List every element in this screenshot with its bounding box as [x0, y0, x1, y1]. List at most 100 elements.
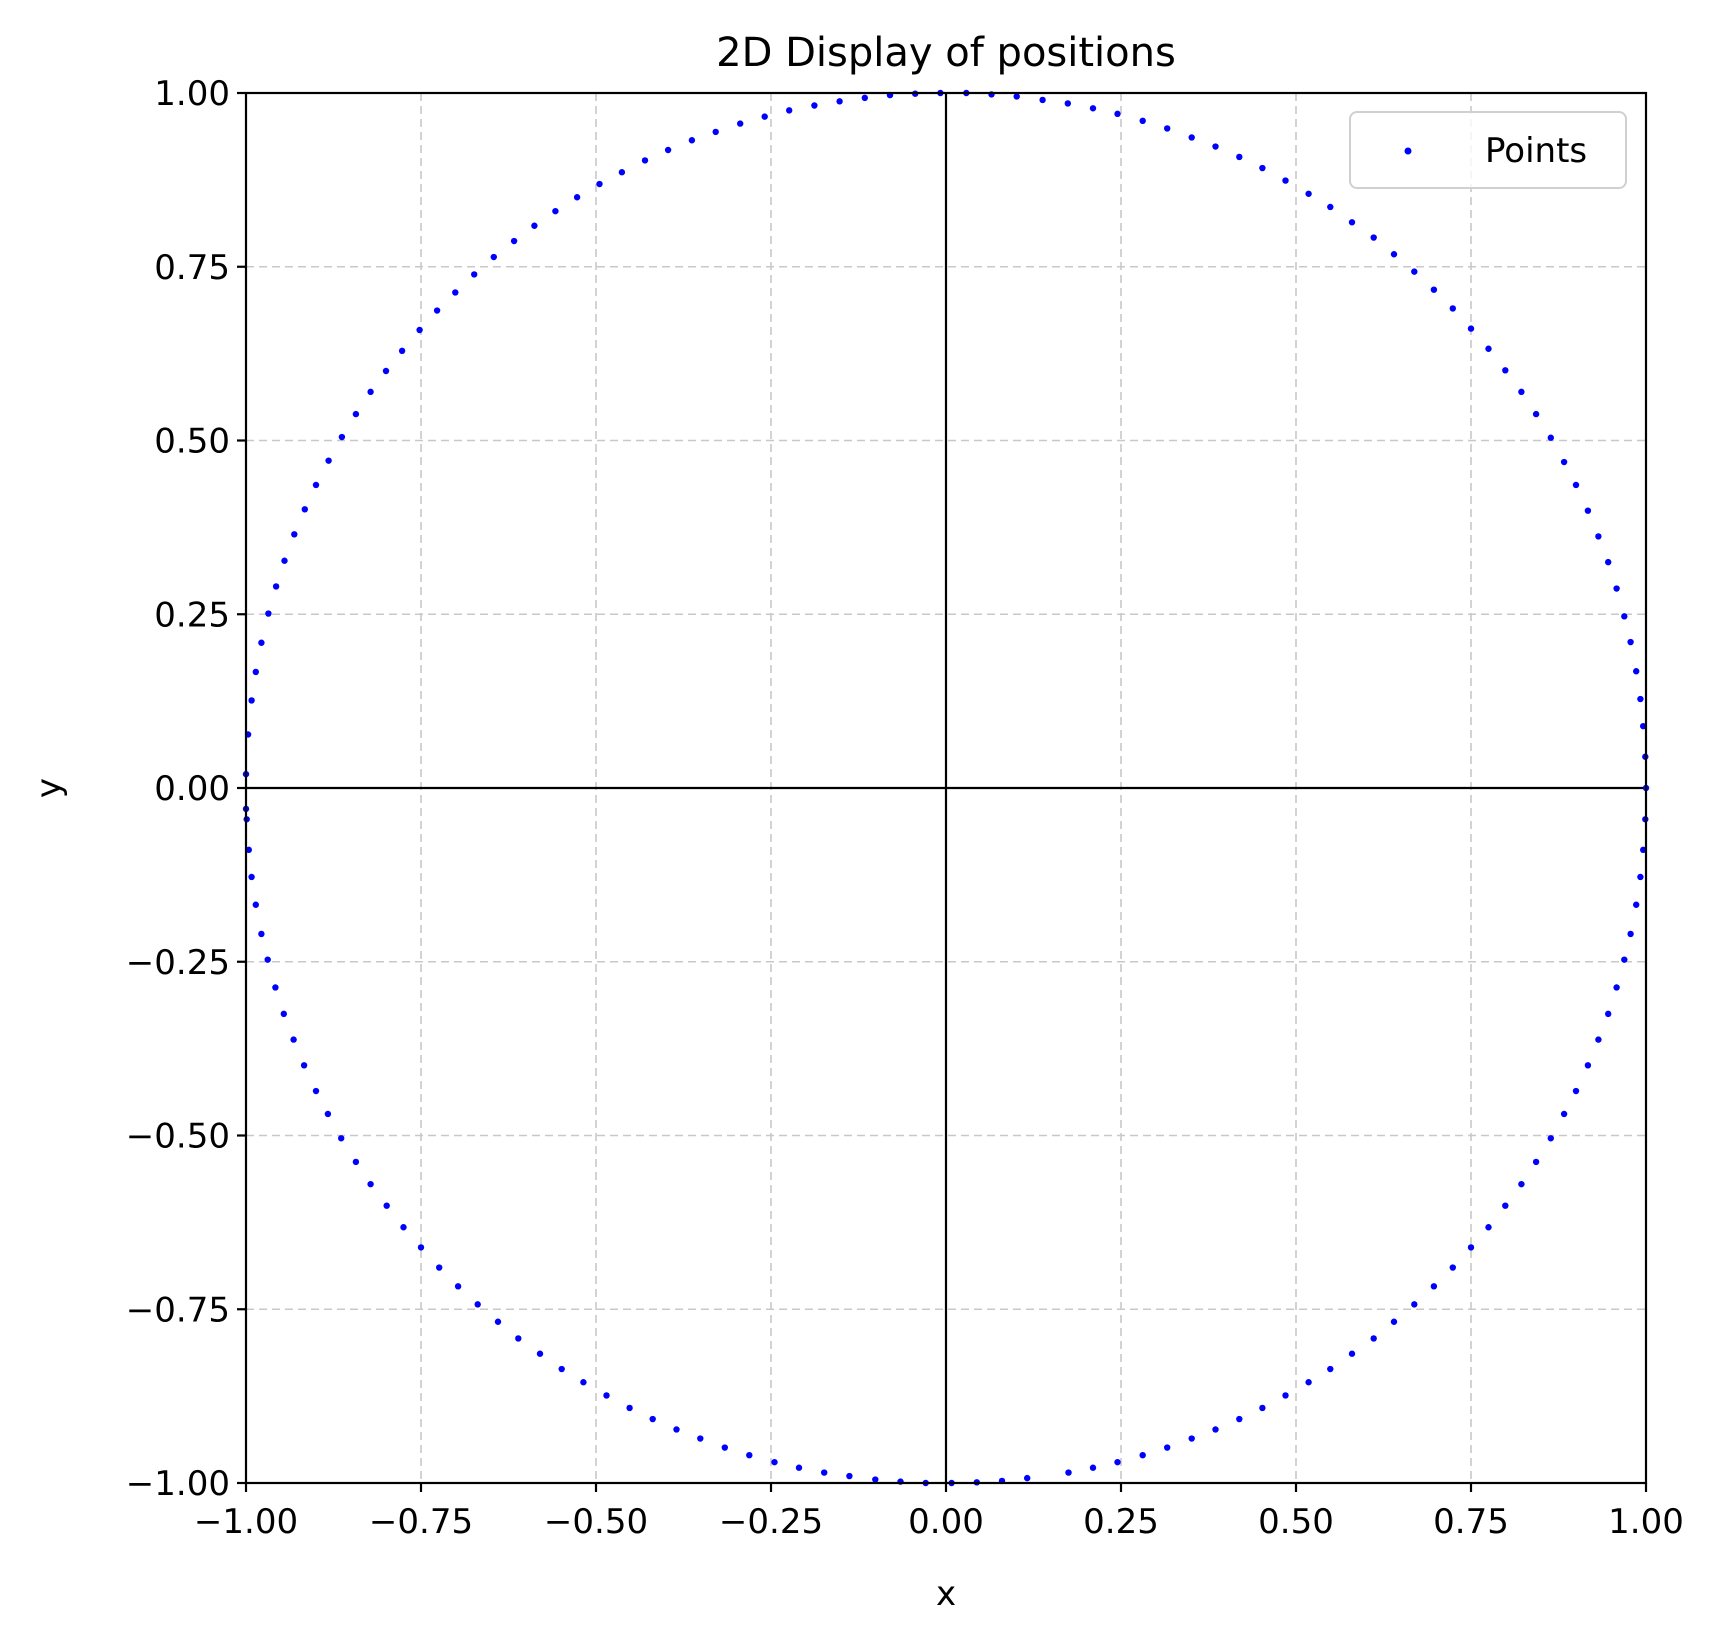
- data-point: [474, 1301, 481, 1308]
- data-point: [515, 1335, 522, 1342]
- data-point: [1532, 410, 1540, 418]
- data-point: [452, 289, 459, 296]
- data-point: [1547, 434, 1555, 441]
- data-point: [1114, 110, 1121, 118]
- data-point: [673, 1426, 680, 1433]
- y-tick-label: −1.00: [126, 1464, 230, 1504]
- data-point: [649, 1415, 656, 1423]
- x-axis-label: x: [936, 1574, 956, 1614]
- data-point: [281, 557, 288, 564]
- data-point: [367, 1180, 374, 1188]
- data-point: [1348, 219, 1356, 226]
- data-point: [1305, 1379, 1312, 1386]
- data-point: [338, 1135, 345, 1142]
- data-point: [367, 388, 374, 396]
- data-point: [1370, 1335, 1377, 1342]
- data-point: [697, 1435, 704, 1442]
- data-point: [1282, 1392, 1289, 1399]
- data-point: [603, 1392, 610, 1399]
- data-point: [786, 107, 793, 114]
- data-point: [301, 506, 308, 513]
- y-tick-label: 1.00: [154, 74, 230, 114]
- data-point: [1605, 558, 1612, 566]
- data-point: [1595, 533, 1602, 540]
- y-tick-label: −0.25: [126, 943, 230, 983]
- x-tick-label: 1.00: [1608, 1502, 1684, 1542]
- data-point: [272, 984, 279, 991]
- data-point: [1572, 481, 1580, 489]
- data-point: [1089, 105, 1097, 112]
- data-point: [252, 668, 259, 676]
- y-tick-labels: −1.00 −0.75 −0.50 −0.25 0.00 0.25 0.50 0.75 1.00: [126, 74, 230, 1504]
- data-point: [417, 1244, 425, 1251]
- data-point: [1502, 367, 1509, 374]
- y-tick-label: −0.50: [126, 1117, 230, 1157]
- data-point: [1637, 695, 1644, 703]
- data-point: [536, 1350, 544, 1357]
- data-point: [1637, 873, 1644, 881]
- data-point: [1640, 722, 1647, 730]
- data-point: [836, 98, 843, 105]
- data-point: [258, 639, 265, 646]
- data-point: [1627, 638, 1634, 646]
- data-point: [252, 901, 259, 908]
- data-point: [245, 846, 252, 854]
- data-point: [1282, 177, 1289, 184]
- data-point: [1236, 1415, 1243, 1423]
- data-point: [1518, 1180, 1525, 1188]
- data-point: [1640, 846, 1647, 854]
- axis-ticks: [237, 91, 1648, 1492]
- data-point: [558, 1365, 565, 1373]
- data-point: [552, 207, 559, 215]
- data-point: [1572, 1087, 1580, 1095]
- data-point: [1370, 234, 1377, 241]
- data-point: [1039, 96, 1046, 104]
- data-point: [580, 1379, 587, 1386]
- data-point: [312, 481, 320, 489]
- data-point: [1390, 251, 1398, 258]
- data-point: [1164, 125, 1171, 132]
- data-point: [1164, 1444, 1171, 1451]
- data-point: [1467, 1244, 1475, 1251]
- data-point: [494, 1318, 502, 1325]
- data-point: [1485, 1224, 1492, 1231]
- y-tick-label: 0.00: [154, 769, 230, 809]
- data-point: [1621, 956, 1628, 963]
- data-point: [1449, 1264, 1457, 1271]
- data-point: [1633, 901, 1640, 908]
- x-tick-label: 0.50: [1258, 1502, 1334, 1542]
- data-point: [433, 307, 441, 314]
- data-point: [1633, 668, 1640, 675]
- data-point: [1627, 930, 1634, 938]
- data-point: [291, 531, 298, 538]
- data-point: [1518, 388, 1525, 396]
- y-tick-label: 0.25: [154, 595, 230, 635]
- data-point: [1259, 1404, 1266, 1412]
- data-point: [1348, 1350, 1356, 1357]
- data-point: [324, 1110, 332, 1118]
- data-point: [746, 1452, 753, 1459]
- data-point: [1430, 286, 1438, 293]
- legend-marker: [1404, 147, 1412, 155]
- data-point: [1212, 1426, 1219, 1433]
- data-point: [325, 457, 332, 464]
- data-point: [248, 873, 255, 881]
- data-point: [811, 102, 818, 109]
- data-point: [248, 697, 255, 704]
- data-point: [688, 137, 696, 144]
- y-tick-label: 0.50: [154, 422, 230, 462]
- data-point: [821, 1469, 828, 1476]
- data-point: [1188, 134, 1195, 141]
- data-point: [383, 1202, 390, 1209]
- data-point: [1613, 984, 1620, 991]
- data-point: [382, 367, 390, 375]
- data-point: [531, 222, 538, 229]
- x-tick-label: −1.00: [194, 1502, 298, 1542]
- data-point: [1023, 1474, 1031, 1482]
- x-tick-labels: −1.00 −0.75 −0.50 −0.25 0.00 0.25 0.50 0.75 1.00: [194, 1502, 1684, 1542]
- data-point: [626, 1404, 633, 1412]
- data-point: [352, 1158, 360, 1166]
- legend-label: Points: [1485, 131, 1587, 171]
- x-tick-label: −0.75: [369, 1502, 473, 1542]
- data-point: [573, 194, 581, 201]
